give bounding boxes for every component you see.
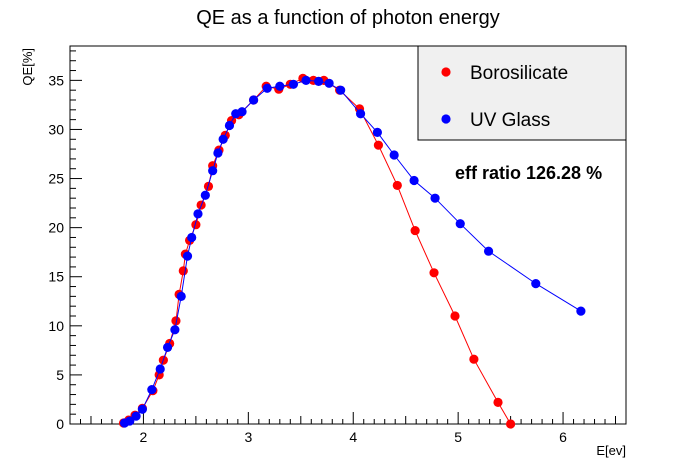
x-tick-label: 6 (559, 429, 567, 445)
data-point-uv-glass (455, 219, 465, 229)
data-point-borosilicate (429, 268, 439, 278)
x-tick-label: 4 (349, 429, 357, 445)
y-tick-label: 0 (56, 416, 64, 432)
axis-ticks (69, 50, 627, 425)
data-point-borosilicate (392, 180, 402, 191)
data-point-uv-glass (182, 251, 193, 261)
data-point-borosilicate (373, 140, 384, 150)
legend-label-uv-glass: UV Glass (470, 110, 550, 131)
data-point-uv-glass (372, 127, 382, 137)
data-point-uv-glass (125, 416, 135, 426)
y-tick-label: 15 (48, 269, 64, 285)
data-point-borosilicate (469, 354, 479, 364)
axis-tick-labels: 2 3 4 5 6 0 5 10 15 20 25 30 35 (48, 72, 567, 445)
legend-box (417, 45, 627, 141)
data-point-uv-glass (301, 75, 311, 85)
data-point-uv-glass (193, 209, 203, 219)
data-point-uv-glass (355, 109, 366, 119)
data-point-uv-glass (208, 166, 218, 176)
data-point-uv-glass (576, 306, 586, 316)
legend: Borosilicate UV Glass (417, 45, 627, 141)
legend-marker-borosilicate (441, 67, 451, 77)
x-tick-label: 5 (454, 429, 462, 445)
y-tick-label: 30 (48, 121, 64, 137)
data-point-uv-glass (237, 107, 247, 117)
data-point-uv-glass (170, 325, 180, 335)
eff-ratio-annotation: eff ratio 126.28 % (455, 163, 602, 183)
data-point-uv-glass (162, 342, 173, 353)
x-tick-label: 2 (140, 429, 148, 445)
data-point-uv-glass (155, 364, 165, 374)
y-tick-label: 10 (48, 318, 64, 334)
data-point-uv-glass (483, 246, 494, 256)
data-point-uv-glass (137, 404, 147, 414)
data-point-borosilicate (493, 397, 503, 407)
data-point-uv-glass (213, 148, 223, 158)
y-tick-label: 20 (48, 220, 64, 236)
data-point-uv-glass (324, 78, 334, 88)
data-series (118, 73, 586, 429)
y-tick-label: 5 (56, 367, 64, 383)
data-point-uv-glass (176, 291, 186, 301)
data-point-uv-glass (218, 134, 228, 144)
data-point-uv-glass (430, 193, 440, 203)
data-point-uv-glass (262, 83, 272, 93)
data-point-uv-glass (248, 95, 259, 105)
data-point-uv-glass (147, 385, 157, 395)
x-axis-label: E[ev] (596, 443, 626, 458)
data-point-uv-glass (187, 232, 197, 243)
plot-frame (69, 45, 627, 425)
data-point-borosilicate (171, 316, 181, 326)
plot-area-border (69, 45, 627, 425)
data-point-borosilicate (506, 419, 516, 429)
data-point-uv-glass (336, 85, 346, 95)
data-point-uv-glass (224, 120, 235, 131)
chart-title: QE as a function of photon energy (196, 7, 500, 29)
data-point-uv-glass (131, 411, 141, 421)
y-tick-label: 25 (48, 171, 64, 187)
data-point-borosilicate (178, 266, 188, 276)
data-point-uv-glass (409, 175, 419, 186)
legend-label-borosilicate: Borosilicate (470, 63, 568, 84)
data-point-borosilicate (450, 311, 460, 321)
data-point-uv-glass (288, 79, 299, 89)
data-point-borosilicate (410, 225, 420, 236)
x-tick-label: 3 (244, 429, 252, 445)
data-point-uv-glass (200, 190, 210, 200)
data-point-uv-glass (531, 279, 541, 289)
data-point-borosilicate (191, 220, 201, 230)
data-point-uv-glass (389, 150, 399, 160)
data-point-uv-glass (275, 81, 285, 91)
legend-marker-uv-glass (441, 114, 451, 124)
series-uv-glass (119, 75, 586, 428)
y-tick-label: 35 (48, 72, 64, 88)
data-point-uv-glass (314, 76, 324, 86)
y-axis-label: QE[%] (20, 48, 35, 86)
